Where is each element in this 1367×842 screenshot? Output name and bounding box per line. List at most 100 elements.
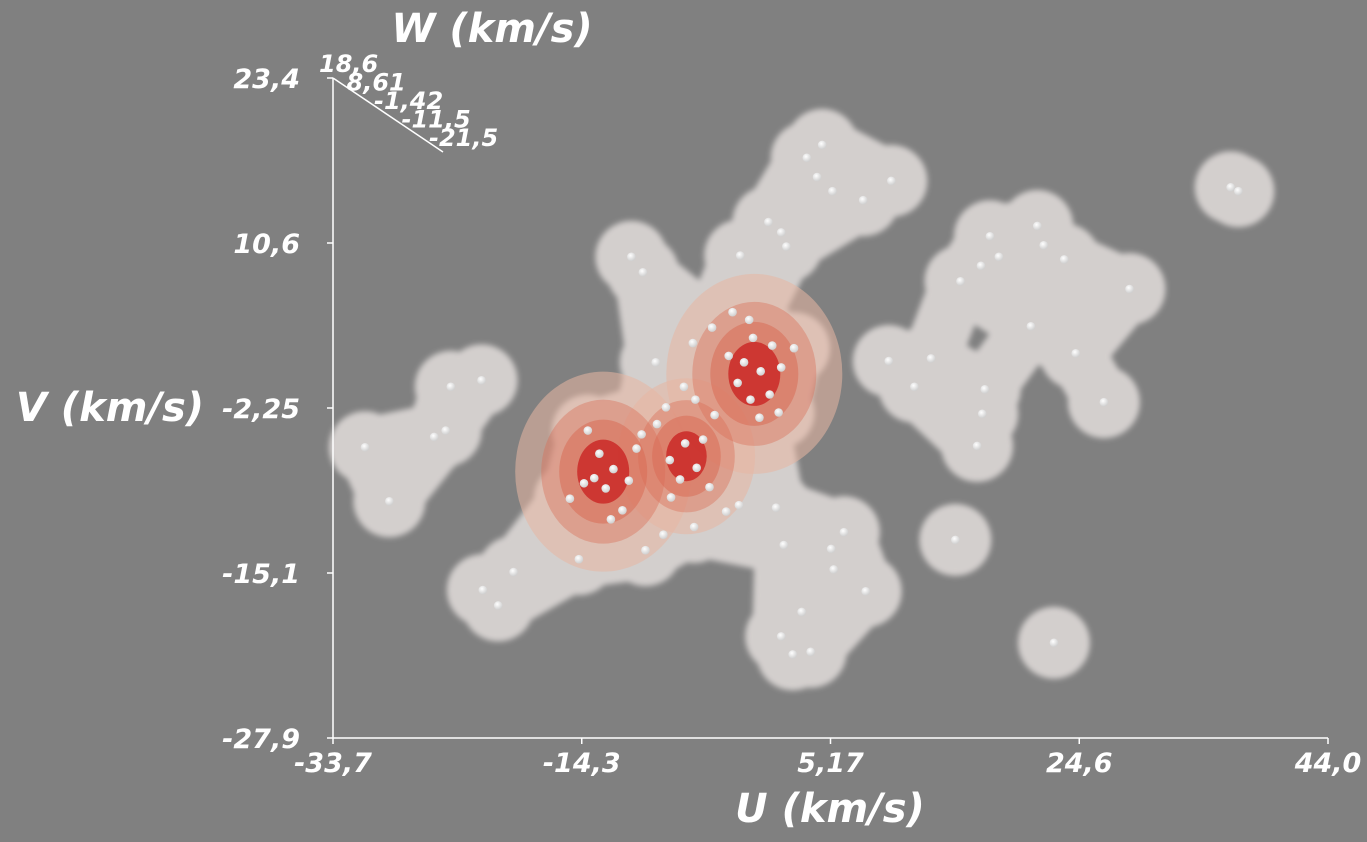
data-point xyxy=(688,338,698,348)
data-point xyxy=(776,632,786,641)
data-point xyxy=(691,395,700,404)
outer-isosurface-bridge xyxy=(859,332,944,416)
data-point xyxy=(705,482,714,492)
outer-isosurface-bridge xyxy=(336,418,419,531)
data-point xyxy=(1039,240,1049,250)
data-point xyxy=(887,176,896,186)
data-point xyxy=(910,382,919,392)
data-point xyxy=(675,475,685,484)
z-tick-label: -21,5 xyxy=(429,124,498,152)
data-point xyxy=(651,358,661,367)
data-point xyxy=(733,378,742,388)
data-point xyxy=(579,478,589,488)
data-point xyxy=(926,354,936,363)
data-point xyxy=(493,601,503,610)
x-tick-label: 44,0 xyxy=(1294,748,1362,779)
data-point xyxy=(680,439,690,448)
data-point xyxy=(574,554,584,564)
x-tick-label: -33,7 xyxy=(294,748,372,779)
data-point xyxy=(1099,397,1109,407)
data-point xyxy=(985,231,995,241)
outer-isosurface-bridge xyxy=(1046,259,1159,383)
data-point xyxy=(638,267,648,277)
data-point xyxy=(994,252,1004,262)
data-point xyxy=(748,333,758,343)
data-point xyxy=(652,419,662,429)
data-point xyxy=(735,251,745,260)
data-point xyxy=(565,494,575,504)
data-point xyxy=(661,403,671,412)
data-point xyxy=(839,527,849,537)
data-point xyxy=(1125,284,1134,294)
data-point xyxy=(776,228,786,237)
data-point xyxy=(1226,183,1235,192)
data-point xyxy=(632,444,641,453)
data-point xyxy=(728,307,737,317)
data-point xyxy=(812,172,822,182)
data-point xyxy=(589,473,599,483)
data-point xyxy=(692,463,701,473)
x-tick-label: 5,17 xyxy=(797,748,864,779)
data-point xyxy=(734,500,744,510)
density-core xyxy=(728,341,781,406)
data-point xyxy=(776,363,786,372)
data-point xyxy=(782,242,791,251)
data-point xyxy=(806,647,815,657)
y-tick-label: -27,9 xyxy=(222,724,300,755)
data-point xyxy=(509,567,518,577)
data-points xyxy=(360,140,1243,659)
data-point xyxy=(441,426,450,435)
data-point xyxy=(861,587,871,596)
y-tick-label: 23,4 xyxy=(233,64,300,95)
x-tick-label: 24,6 xyxy=(1046,748,1113,779)
data-point xyxy=(1033,221,1042,231)
data-point xyxy=(756,367,766,376)
data-point xyxy=(478,585,488,595)
data-point xyxy=(1071,349,1081,358)
z-tick-label: 8,61 xyxy=(347,69,406,97)
data-point xyxy=(1049,638,1059,648)
data-point xyxy=(601,484,611,493)
data-point xyxy=(618,505,627,515)
data-point xyxy=(744,315,754,325)
data-point xyxy=(360,442,370,452)
data-point xyxy=(724,351,733,361)
data-point xyxy=(679,382,689,392)
data-point xyxy=(972,441,982,451)
z-axis-title: W (km/s) xyxy=(391,6,592,52)
data-point xyxy=(707,323,717,332)
data-point xyxy=(771,503,781,513)
data-point xyxy=(788,650,798,659)
data-point xyxy=(446,382,456,392)
data-point xyxy=(641,545,650,555)
data-point xyxy=(1234,186,1243,196)
data-point xyxy=(797,607,806,617)
data-point xyxy=(980,385,990,394)
data-point xyxy=(1026,322,1036,331)
data-point xyxy=(765,390,774,399)
y-tick-label: -15,1 xyxy=(222,559,300,590)
data-point xyxy=(829,565,839,574)
data-point xyxy=(826,544,836,554)
data-point xyxy=(764,217,773,227)
x-axis-ticks: -33,7 -14,3 5,17 24,6 44,0 xyxy=(294,738,1361,779)
data-point xyxy=(1059,255,1069,264)
data-point xyxy=(779,540,789,550)
data-point xyxy=(721,507,731,516)
data-point xyxy=(858,195,868,205)
data-point xyxy=(429,432,439,442)
x-axis-title: U (km/s) xyxy=(735,786,925,832)
data-point xyxy=(884,356,894,366)
data-point xyxy=(739,358,749,367)
data-point xyxy=(789,343,799,353)
data-point xyxy=(665,455,675,465)
data-point xyxy=(802,153,812,163)
data-point xyxy=(595,449,604,458)
z-tick-label: 18,6 xyxy=(319,50,378,78)
data-point xyxy=(710,410,719,420)
z-axis-ticks: 18,68,61-1,42-11,5-21,5 xyxy=(319,50,498,152)
data-point xyxy=(637,430,646,439)
data-point xyxy=(698,435,708,444)
data-point xyxy=(956,276,965,286)
